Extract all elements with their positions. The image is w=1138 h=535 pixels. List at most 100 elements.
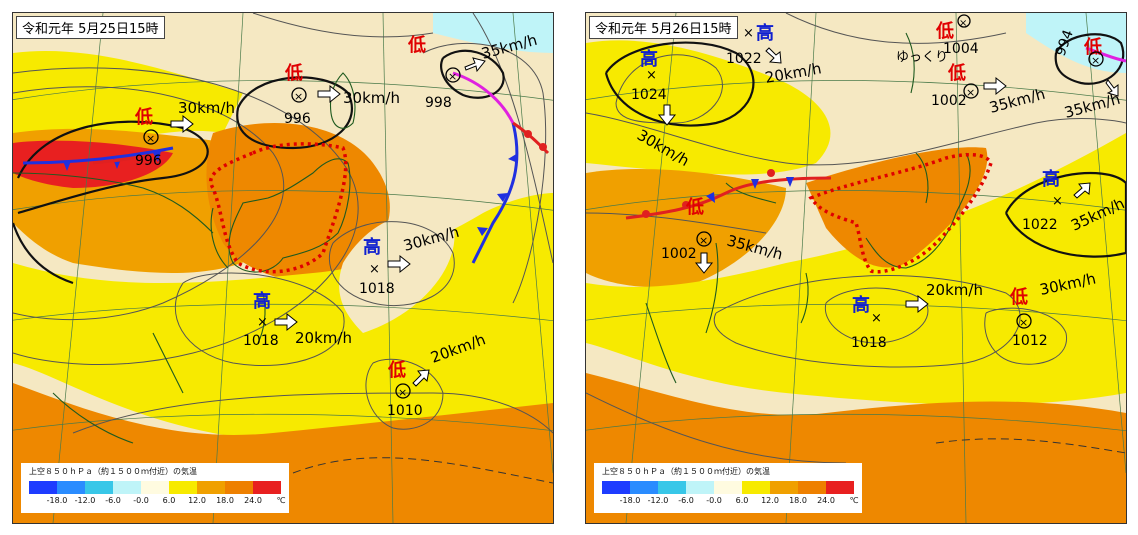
legend-swatch	[141, 481, 169, 494]
map-title: 令和元年 5月26日15時	[589, 16, 738, 39]
legend-tick-label: -6.0	[678, 496, 694, 505]
legend-swatch	[742, 481, 770, 494]
speed-label: 20km/h	[764, 59, 823, 87]
speed-label: 30km/h	[343, 89, 400, 107]
pressure-value: 1018	[359, 281, 395, 297]
legend-tick-label: ℃	[849, 496, 859, 505]
pressure-value: 1018	[243, 333, 279, 349]
high-symbol: 高	[1042, 168, 1060, 190]
legend-tick-label: 12.0	[188, 496, 206, 505]
low-symbol: 低	[1009, 286, 1028, 308]
map-canvas	[586, 13, 1126, 523]
legend-tick-label: 18.0	[789, 496, 807, 505]
legend-tick-label: -6.0	[105, 496, 121, 505]
svg-text:×: ×	[369, 262, 380, 277]
speed-label: 20km/h	[295, 329, 352, 347]
stationary-front-blue	[22, 146, 174, 165]
temperature-legend: 上空８５０ｈＰａ（約１５００ｍ付近）の気温 -18.0 -12.0 -6.0 -0.0…	[594, 463, 862, 513]
temp-field-pale-east	[339, 213, 455, 333]
legend-tick-label: -12.0	[647, 496, 669, 505]
legend-color-bar	[602, 481, 854, 494]
low-system: 低 × 996 30km/h	[134, 99, 235, 169]
svg-text:×: ×	[1019, 316, 1028, 329]
low-system: 低 × 1004 ゆっくり	[896, 14, 979, 65]
speed-label: ゆっくり	[896, 50, 948, 65]
pressure-value: 996	[135, 153, 162, 169]
cold-front-teeth	[706, 177, 794, 203]
speed-label: 30km/h	[178, 99, 235, 117]
temp-field-orange-japan	[806, 147, 988, 268]
legend-tick-label: -18.0	[619, 496, 641, 505]
pressure-value: 996	[284, 111, 311, 127]
legend-swatch	[197, 481, 225, 494]
legend-tick-label: 12.0	[761, 496, 779, 505]
speed-label: 35km/h	[725, 231, 785, 263]
legend-swatch	[85, 481, 113, 494]
low-system: 低 × 1010 20km/h	[387, 330, 488, 419]
pressure-value: 1024	[631, 87, 667, 103]
legend-swatch	[658, 481, 686, 494]
low-system: 低 × 994 35km/h	[1053, 28, 1122, 122]
legend-swatch	[826, 481, 854, 494]
svg-text:×: ×	[699, 234, 708, 247]
legend-swatch	[113, 481, 141, 494]
legend-tick-label: -18.0	[46, 496, 68, 505]
high-symbol: 高	[363, 236, 381, 258]
temp-field-red	[13, 140, 173, 188]
svg-text:×: ×	[146, 132, 155, 145]
temp-field-yellow-northwest	[586, 40, 831, 175]
svg-text:×: ×	[294, 90, 303, 103]
speed-label: 30km/h	[634, 126, 692, 170]
pressure-value: 994	[1053, 28, 1077, 59]
high-system: 高 × 1018 30km/h	[359, 223, 461, 297]
legend-swatch	[798, 481, 826, 494]
temp-field-cyan-northeast	[1026, 13, 1126, 73]
svg-text:×: ×	[966, 86, 975, 99]
speed-label: 20km/h	[428, 330, 488, 366]
high-symbol: 高	[640, 48, 658, 70]
high-system: 高 × 1024 30km/h	[631, 48, 692, 170]
cold-front-east-teeth	[477, 153, 518, 236]
svg-text:×: ×	[1091, 54, 1100, 67]
speed-label: 20km/h	[926, 281, 983, 299]
warm-front-bumps	[642, 169, 775, 218]
temp-field-cyan-northeast	[433, 13, 553, 53]
legend-ticks: -18.0 -12.0 -6.0 -0.0 6.0 12.0 18.0 24.0 ℃	[29, 496, 289, 508]
warm-front-east	[512, 121, 550, 155]
svg-text:×: ×	[646, 68, 657, 83]
legend-tick-label: -0.0	[706, 496, 722, 505]
pressure-value: 998	[425, 95, 452, 111]
low-symbol: 低	[685, 196, 704, 218]
high-system: 高 × 1018 20km/h	[243, 290, 352, 349]
dashed-isobar	[935, 438, 1126, 454]
pressure-value: 1018	[851, 335, 887, 351]
legend-swatch	[686, 481, 714, 494]
legend-swatch	[169, 481, 197, 494]
svg-text:×: ×	[1052, 194, 1063, 209]
low-system: 低 × 1012 30km/h	[1009, 269, 1098, 349]
warm-front-segment	[92, 153, 154, 165]
legend-ticks: -18.0 -12.0 -6.0 -0.0 6.0 12.0 18.0 24.0 ℃	[602, 496, 862, 508]
legend-tick-label: 6.0	[162, 496, 176, 505]
coastlines	[645, 32, 971, 384]
legend-swatch	[770, 481, 798, 494]
low-symbol: 低	[387, 359, 406, 381]
speed-label: 30km/h	[401, 223, 461, 255]
high-symbol: 高	[852, 294, 870, 316]
svg-text:×: ×	[959, 18, 967, 29]
system-labels: 低 × 996 30km/h 低 × 996 30km/h 低 × 998 35…	[134, 31, 539, 419]
cold-front-east	[471, 122, 519, 264]
legend-swatch	[630, 481, 658, 494]
pressure-value: 1002	[931, 93, 967, 109]
low-system: 低 × 1002 35km/h	[931, 62, 1047, 117]
low-symbol: 低	[407, 34, 426, 56]
legend-tick-label: 6.0	[735, 496, 749, 505]
pressure-value: 1022	[726, 51, 762, 67]
legend-swatch	[253, 481, 281, 494]
low-symbol: 低	[284, 62, 303, 84]
low-system: 低 × 1002 35km/h	[661, 196, 785, 274]
svg-text:×: ×	[743, 26, 754, 41]
svg-text:×: ×	[871, 311, 882, 326]
legend-tick-label: ℃	[276, 496, 286, 505]
svg-text:×: ×	[448, 70, 457, 83]
